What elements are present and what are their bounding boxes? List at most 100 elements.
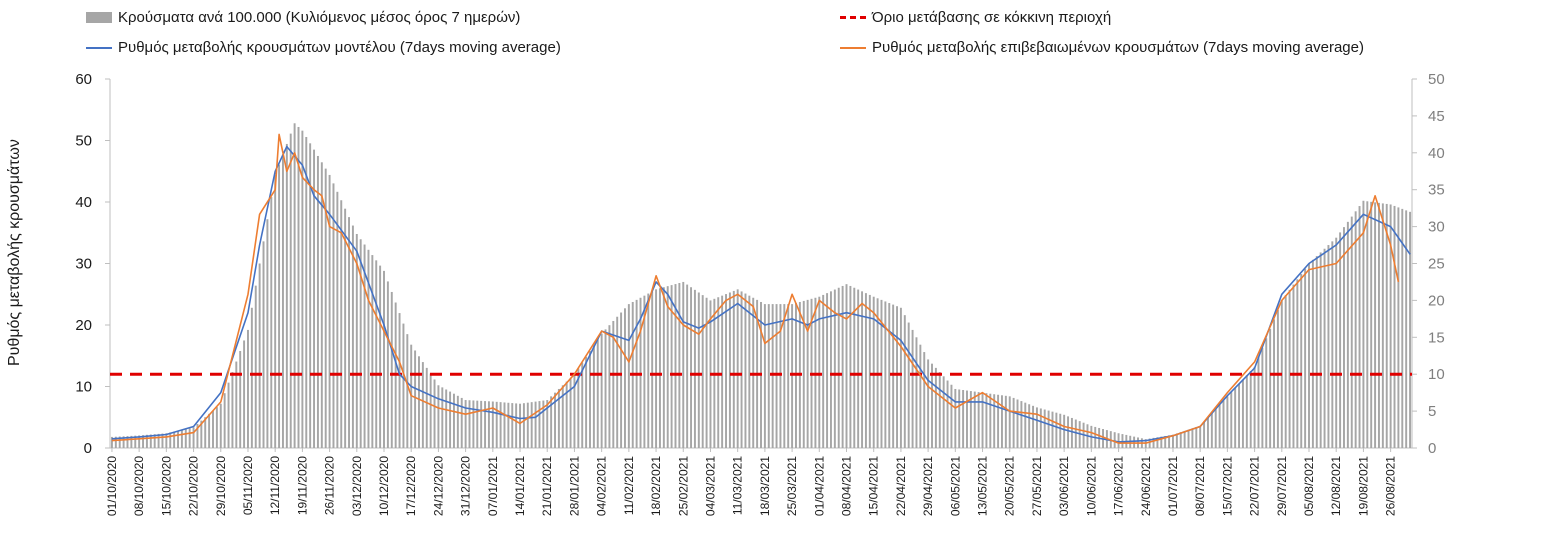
y-left-tick-label: 0: [84, 440, 92, 457]
bar: [126, 436, 129, 448]
bar: [608, 325, 611, 448]
bar: [161, 433, 164, 448]
bar: [379, 265, 382, 448]
bar: [1028, 404, 1031, 448]
bar: [266, 219, 269, 448]
bar: [196, 423, 199, 448]
bar: [841, 285, 844, 448]
bar: [1012, 397, 1015, 448]
bar: [783, 304, 786, 448]
bar: [149, 434, 152, 448]
bar: [542, 400, 545, 448]
legend-item-bars: Κρούσματα ανά 100.000 (Κυλιόμενος μέσος …: [86, 9, 520, 26]
bar: [1195, 427, 1198, 448]
x-tick-label: 14/01/2021: [513, 456, 527, 516]
x-tick-label: 18/02/2021: [649, 456, 663, 516]
bar: [771, 304, 774, 448]
bar: [367, 249, 370, 448]
chart-legend: Κρούσματα ανά 100.000 (Κυλιόμενος μέσος …: [86, 9, 1526, 61]
bar: [538, 401, 541, 448]
bar: [565, 381, 568, 448]
y-right-tick-label: 50: [1428, 71, 1445, 88]
bar: [966, 390, 968, 448]
bar: [985, 393, 988, 448]
bar: [1160, 436, 1163, 448]
bar: [954, 388, 957, 448]
bar: [701, 295, 704, 448]
bar: [336, 191, 339, 448]
bar: [215, 407, 218, 448]
x-tick-label: 15/04/2021: [867, 456, 881, 516]
y-right-tick-label: 20: [1428, 292, 1445, 309]
bar: [1187, 429, 1190, 448]
bar: [775, 304, 778, 448]
legend-bar-swatch: [86, 12, 112, 23]
bar: [1354, 211, 1357, 448]
bar: [915, 337, 918, 448]
x-tick-label: 26/08/2021: [1384, 456, 1398, 516]
bar: [169, 432, 172, 448]
bar: [1335, 237, 1338, 448]
bar: [153, 434, 156, 448]
bar: [142, 435, 145, 448]
bar: [643, 295, 646, 448]
bar: [320, 162, 323, 448]
bar: [763, 304, 766, 448]
bar: [301, 130, 304, 448]
bar: [511, 403, 514, 448]
legend-model-swatch: [86, 46, 112, 49]
x-tick-label: 29/10/2020: [214, 456, 228, 516]
bar: [534, 401, 537, 448]
x-tick-label: 25/02/2021: [676, 456, 690, 516]
bar: [1183, 430, 1186, 448]
bar: [1374, 202, 1377, 448]
bar: [235, 361, 238, 448]
bar: [219, 403, 222, 448]
x-tick-label: 05/08/2021: [1302, 456, 1316, 516]
bar: [740, 291, 743, 448]
bar: [717, 297, 720, 448]
x-tick-label: 05/11/2020: [241, 456, 255, 515]
bar: [666, 286, 669, 448]
bar: [934, 367, 937, 448]
bar: [1117, 433, 1120, 448]
bar: [1067, 416, 1070, 448]
bar: [1218, 404, 1221, 448]
bar: [293, 123, 296, 448]
bar: [254, 285, 257, 448]
bar: [577, 368, 580, 448]
bar: [1074, 419, 1077, 448]
x-tick-label: 12/08/2021: [1329, 456, 1343, 516]
bar: [223, 393, 226, 448]
x-tick-label: 15/10/2020: [159, 456, 173, 516]
bar: [359, 239, 362, 448]
bar: [398, 313, 401, 448]
x-tick-label: 01/04/2021: [812, 456, 826, 516]
bar: [239, 351, 242, 448]
bar: [554, 392, 556, 448]
x-tick-label: 01/07/2021: [1166, 456, 1180, 516]
x-tick-label: 19/11/2020: [295, 456, 309, 515]
bar: [1051, 411, 1054, 448]
bar: [437, 385, 440, 448]
bar: [581, 362, 584, 448]
bar: [678, 283, 681, 448]
bar: [1401, 208, 1404, 448]
bar: [231, 372, 234, 448]
bar: [1172, 434, 1174, 448]
bar: [721, 295, 724, 448]
x-tick-label: 08/07/2021: [1193, 456, 1207, 516]
x-tick-label: 17/12/2020: [404, 456, 418, 516]
bar: [1043, 409, 1046, 448]
bar: [674, 284, 677, 448]
bar: [418, 356, 420, 448]
x-tick-label: 29/04/2021: [921, 456, 935, 516]
legend-label-bars: Κρούσματα ανά 100.000 (Κυλιόμενος μέσος …: [118, 9, 521, 26]
bar: [274, 174, 277, 448]
bar: [1253, 366, 1256, 448]
bar: [204, 417, 207, 448]
bar: [899, 307, 902, 448]
bar: [1284, 295, 1287, 448]
bar: [1168, 435, 1171, 448]
bar: [363, 244, 366, 448]
